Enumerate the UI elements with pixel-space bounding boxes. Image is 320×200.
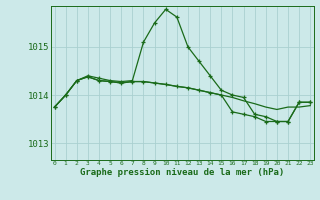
X-axis label: Graphe pression niveau de la mer (hPa): Graphe pression niveau de la mer (hPa) [80, 168, 284, 177]
